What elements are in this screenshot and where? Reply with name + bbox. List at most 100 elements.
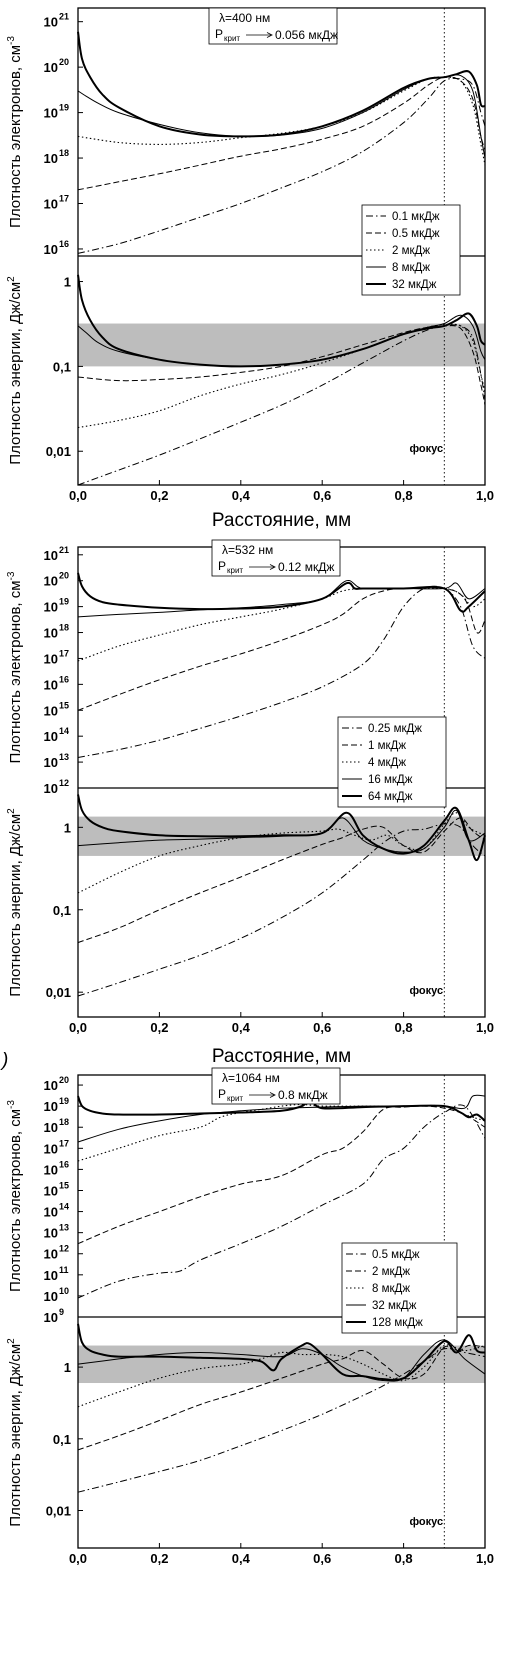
density-y-axis-label: Плотность электронов, см-3 (6, 571, 24, 763)
tick-base: 10 (44, 781, 58, 796)
density-y-tick-label: 10 18 (44, 148, 69, 166)
density-y-tick-label: 10 9 (44, 1307, 64, 1325)
tick-base: 10 (44, 729, 58, 744)
x-tick-label: 0,2 (150, 1020, 168, 1035)
energy-y-tick-label: 0,01 (46, 1504, 71, 1519)
x-axis-label: Расстояние, мм (212, 510, 351, 531)
legend-entry-3: 2 мкДж (392, 245, 430, 257)
tick-exp: 18 (59, 1117, 69, 1127)
legend-entry-1: 0.25 мкДж (368, 723, 422, 735)
tick-exp: 20 (59, 57, 69, 67)
info-box (208, 7, 338, 45)
density-series-line-2 (77, 76, 486, 191)
tick-base: 10 (44, 1289, 58, 1304)
tick-exp: 12 (59, 1244, 69, 1254)
tick-exp: 16 (59, 674, 69, 684)
tick-base: 10 (44, 1310, 58, 1325)
x-tick-label: 0,4 (232, 1551, 251, 1566)
x-tick-label: 0,0 (69, 1551, 87, 1566)
tick-exp: 18 (59, 148, 69, 158)
tick-exp: 14 (59, 726, 69, 736)
tick-exp: 9 (59, 1307, 64, 1317)
x-tick-label: 0,6 (313, 488, 331, 503)
energy-y-tick-label: 0,1 (53, 1432, 71, 1447)
density-y-tick-label: 10 15 (44, 1180, 69, 1198)
density-y-tick-label: 10 13 (44, 1223, 69, 1241)
x-tick-label: 1,0 (476, 488, 494, 503)
tick-base: 10 (44, 1205, 58, 1220)
tick-base: 10 (44, 1226, 58, 1241)
critical-power-symbol: P (215, 27, 223, 41)
legend-entry-5: 128 мкДж (372, 1317, 423, 1329)
density-y-axis-label: Плотность электронов, см-3 (6, 1100, 24, 1292)
tick-exp: 10 (59, 1286, 69, 1296)
density-y-axis-label-text: Плотность электронов, см (7, 1109, 24, 1292)
density-y-axis-label-exp: -3 (6, 1100, 17, 1109)
x-tick-label: 0,4 (232, 1020, 251, 1035)
tick-exp: 16 (59, 1159, 69, 1169)
x-axis-label: Расстояние, мм (212, 1046, 351, 1067)
legend-entry-5: 64 мкДж (368, 791, 413, 803)
x-tick-label: 1,0 (476, 1020, 494, 1035)
critical-power-value: 0.12 мкДж (278, 560, 334, 574)
energy-y-tick-label: 1 (64, 1360, 71, 1375)
tick-base: 10 (44, 1268, 58, 1283)
tick-base: 10 (44, 1162, 58, 1177)
density-y-axis-label-text: Плотность электронов, см (7, 45, 24, 228)
tick-exp: 17 (59, 1138, 69, 1148)
focus-label: фокус (409, 443, 443, 455)
energy-series-line-5 (77, 794, 486, 862)
density-series-line-5 (77, 572, 486, 613)
x-tick-label: 0,6 (313, 1551, 331, 1566)
energy-y-tick-label: 1 (64, 820, 71, 835)
tick-exp: 19 (59, 1096, 69, 1106)
critical-power-symbol: P (218, 1087, 226, 1101)
density-series-line-1 (77, 77, 486, 254)
energy-y-axis-label-text: Плотность энергии, Дж/см (7, 814, 24, 997)
density-y-tick-label: 10 19 (44, 103, 69, 121)
energy-series-line-2 (77, 325, 486, 406)
density-series-line-5 (77, 1095, 486, 1122)
critical-power-subscript: крит (224, 34, 240, 43)
tick-base: 10 (44, 651, 58, 666)
tick-exp: 13 (59, 1223, 69, 1233)
tick-exp: 21 (59, 12, 69, 22)
tick-base: 10 (44, 1099, 58, 1114)
tick-base: 10 (44, 677, 58, 692)
tick-exp: 18 (59, 623, 69, 633)
energy-series-line-1 (77, 324, 486, 486)
tick-exp: 20 (59, 1075, 69, 1085)
density-y-tick-label: 10 13 (44, 752, 69, 770)
density-y-tick-label: 10 19 (44, 1096, 69, 1114)
density-y-axis-label-text: Плотность электронов, см (7, 580, 24, 763)
wavelength-label: λ=532 нм (222, 543, 273, 557)
density-y-axis-label: Плотность электронов, см-3 (6, 36, 24, 228)
tick-exp: 21 (59, 545, 69, 555)
tick-exp: 16 (59, 239, 69, 249)
tick-base: 10 (44, 106, 58, 121)
tick-base: 10 (44, 1183, 58, 1198)
tick-base: 10 (44, 755, 58, 770)
energy-y-tick-label: 0,1 (53, 359, 71, 374)
legend-entry-3: 8 мкДж (372, 1283, 410, 1295)
critical-power-symbol: P (218, 559, 226, 573)
tick-base: 10 (44, 242, 58, 257)
legend-entry-4: 8 мкДж (392, 262, 430, 274)
energy-y-axis-label-text: Плотность энергии, Дж/см (7, 1344, 24, 1527)
energy-series-line-2 (77, 817, 486, 944)
density-y-tick-label: 10 20 (44, 57, 69, 75)
energy-y-axis-label: Плотность энергии, Дж/см2 (6, 1338, 24, 1527)
density-y-tick-label: 10 20 (44, 571, 69, 589)
tick-base: 10 (44, 574, 58, 589)
density-y-tick-label: 10 12 (44, 1244, 69, 1262)
x-tick-label: 0,2 (150, 1551, 168, 1566)
legend-entry-4: 32 мкДж (372, 1300, 417, 1312)
density-series-line-3 (77, 587, 486, 662)
legend-entry-1: 0.5 мкДж (372, 1249, 420, 1261)
density-series-line-5 (77, 31, 486, 138)
shaded-band (78, 1345, 485, 1384)
energy-y-axis-label: Плотность энергии, Дж/см2 (6, 808, 24, 997)
